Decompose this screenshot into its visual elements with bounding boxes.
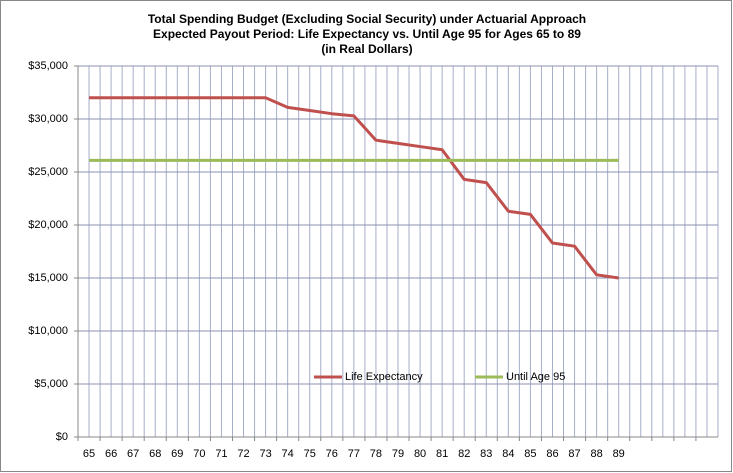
y-tick-label: $0 — [56, 431, 68, 443]
series-line — [89, 96, 619, 280]
x-tick-label: 73 — [259, 448, 271, 460]
x-tick-label: 69 — [171, 448, 183, 460]
x-tick-label: 82 — [458, 448, 470, 460]
x-tick-label: 74 — [282, 448, 294, 460]
x-tick-label: 87 — [568, 448, 580, 460]
y-tick-label: $15,000 — [28, 272, 68, 284]
y-tick-label: $5,000 — [34, 378, 68, 390]
chart-title: Total Spending Budget (Excluding Social … — [148, 12, 586, 26]
chart-title: Expected Payout Period: Life Expectancy … — [153, 27, 581, 41]
x-tick-label: 79 — [392, 448, 404, 460]
x-tick-label: 75 — [304, 448, 316, 460]
x-tick-label: 78 — [370, 448, 382, 460]
x-tick-label: 80 — [414, 448, 426, 460]
x-tick-label: 84 — [502, 448, 514, 460]
y-tick-label: $30,000 — [28, 113, 68, 125]
legend-label: Until Age 95 — [506, 371, 565, 383]
x-tick-label: 68 — [149, 448, 161, 460]
x-tick-label: 76 — [326, 448, 338, 460]
x-tick-label: 66 — [105, 448, 117, 460]
x-tick-label: 88 — [590, 448, 602, 460]
y-tick-label: $10,000 — [28, 325, 68, 337]
x-tick-label: 71 — [215, 448, 227, 460]
x-tick-label: 81 — [436, 448, 448, 460]
x-tick-label: 70 — [193, 448, 205, 460]
x-tick-label: 65 — [83, 448, 95, 460]
x-tick-label: 72 — [237, 448, 249, 460]
y-tick-label: $35,000 — [28, 60, 68, 72]
chart-title: (in Real Dollars) — [321, 42, 412, 56]
x-tick-label: 77 — [348, 448, 360, 460]
x-tick-label: 89 — [613, 448, 625, 460]
y-tick-label: $25,000 — [28, 166, 68, 178]
x-tick-label: 85 — [524, 448, 536, 460]
x-tick-label: 86 — [546, 448, 558, 460]
legend-label: Life Expectancy — [345, 371, 423, 383]
y-tick-label: $20,000 — [28, 219, 68, 231]
x-tick-label: 83 — [480, 448, 492, 460]
x-tick-label: 67 — [127, 448, 139, 460]
